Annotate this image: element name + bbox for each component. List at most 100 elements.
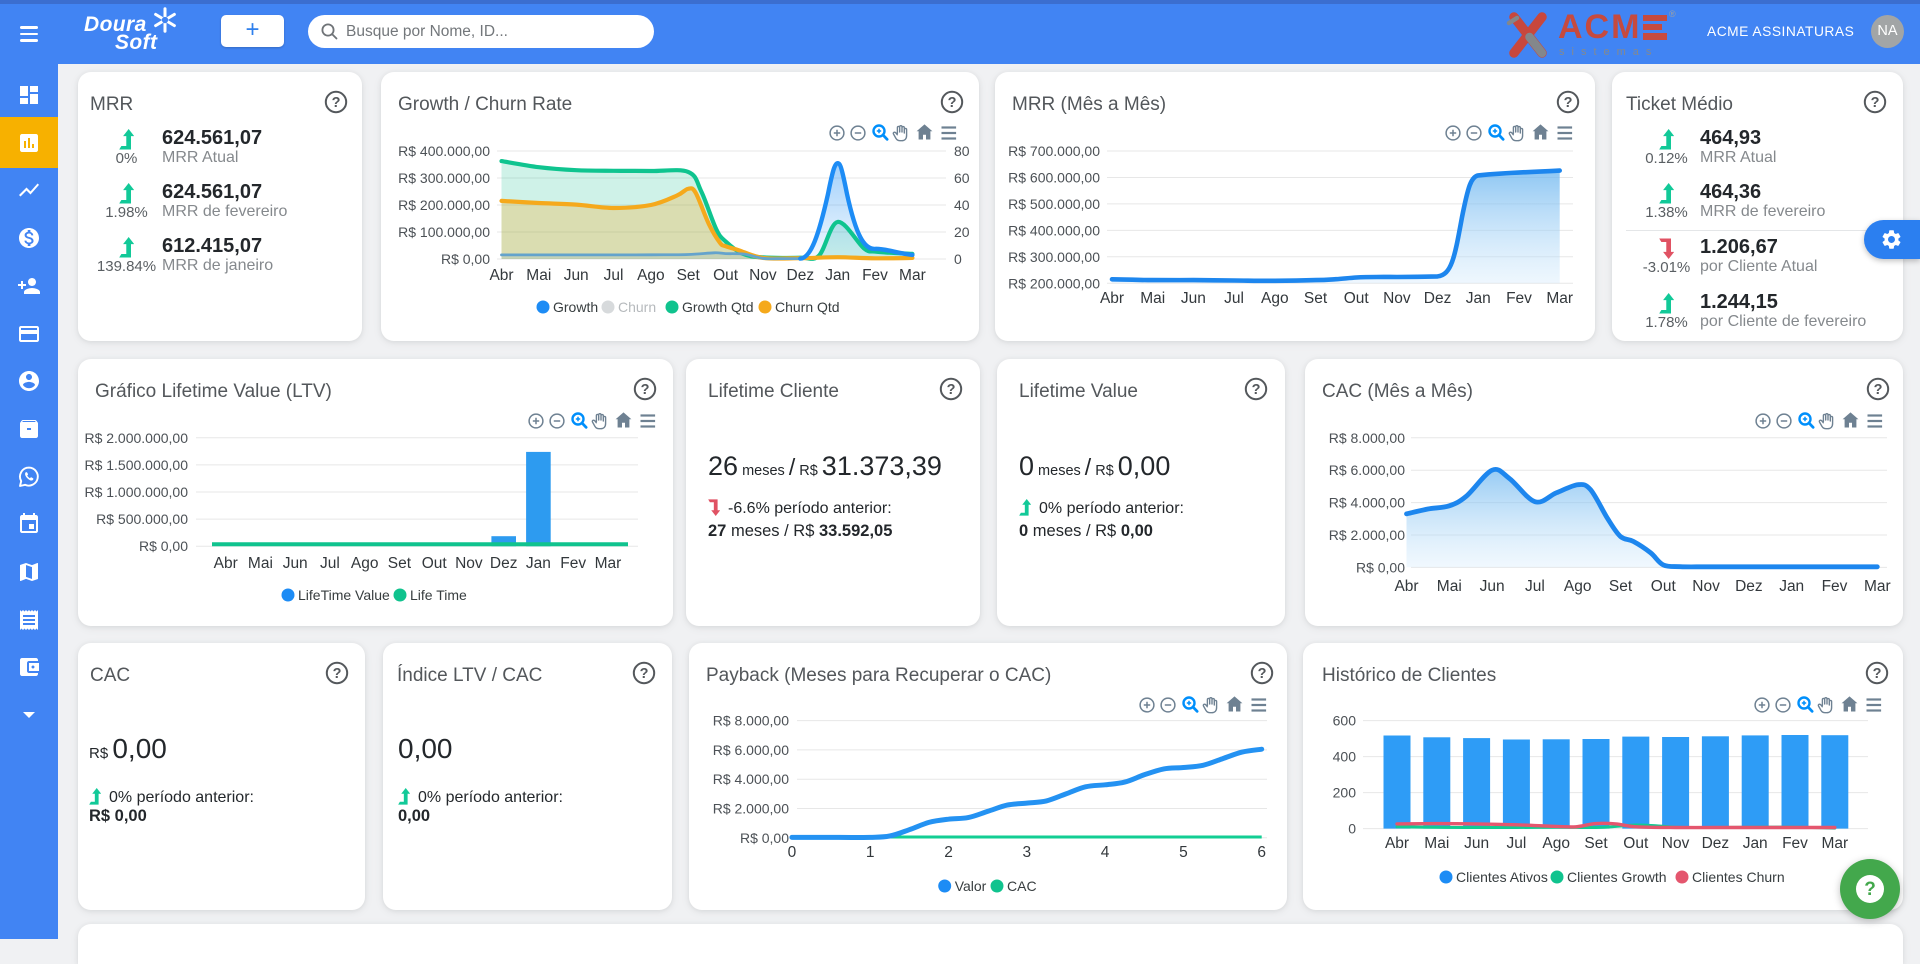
svg-text:Abr: Abr xyxy=(1385,835,1409,852)
svg-text:?: ? xyxy=(333,666,342,682)
svg-text:R$ 2.000,00: R$ 2.000,00 xyxy=(713,801,789,817)
svg-text:?: ? xyxy=(1873,666,1882,682)
svg-text:Jan: Jan xyxy=(1743,835,1768,852)
svg-text:Jul: Jul xyxy=(320,555,340,572)
svg-text:Jul: Jul xyxy=(1224,290,1244,307)
svg-text:2: 2 xyxy=(944,844,953,861)
svg-text:Clientes Ativos: Clientes Ativos xyxy=(1456,869,1548,885)
svg-text:R$ 2.000,00: R$ 2.000,00 xyxy=(1329,527,1405,543)
svg-text:?: ? xyxy=(1564,95,1573,111)
svg-text:Nov: Nov xyxy=(749,267,777,284)
svg-text:Mar: Mar xyxy=(1821,835,1848,852)
svg-text:Nov: Nov xyxy=(1662,835,1690,852)
svg-text:Mai: Mai xyxy=(1424,835,1449,852)
svg-text:Nov: Nov xyxy=(455,555,483,572)
svg-text:Fev: Fev xyxy=(1822,578,1848,595)
svg-text:6: 6 xyxy=(1257,844,1266,861)
svg-text:R$ 700.000,00: R$ 700.000,00 xyxy=(1008,143,1100,159)
svg-text:Mai: Mai xyxy=(1140,290,1165,307)
svg-text:Mar: Mar xyxy=(595,555,622,572)
svg-text:Ago: Ago xyxy=(1542,835,1570,852)
svg-text:Set: Set xyxy=(1609,578,1633,595)
svg-text:60: 60 xyxy=(954,170,970,186)
svg-text:Jul: Jul xyxy=(1506,835,1526,852)
svg-text:Jan: Jan xyxy=(526,555,551,572)
svg-text:Set: Set xyxy=(388,555,412,572)
svg-text:Jan: Jan xyxy=(825,267,850,284)
svg-text:Dez: Dez xyxy=(1424,290,1452,307)
svg-text:R$ 400.000,00: R$ 400.000,00 xyxy=(398,143,490,159)
svg-text:Mar: Mar xyxy=(1864,578,1891,595)
svg-text:R$ 400.000,00: R$ 400.000,00 xyxy=(1008,222,1100,238)
svg-text:80: 80 xyxy=(954,143,970,159)
svg-text:R$ 4.000,00: R$ 4.000,00 xyxy=(713,771,789,787)
svg-text:R$ 2.000.000,00: R$ 2.000.000,00 xyxy=(84,430,188,446)
svg-text:Mai: Mai xyxy=(526,267,551,284)
svg-text:Clientes Churn: Clientes Churn xyxy=(1692,869,1785,885)
svg-text:200: 200 xyxy=(1333,785,1357,801)
svg-text:?: ? xyxy=(1258,666,1267,682)
svg-text:Abr: Abr xyxy=(214,555,238,572)
svg-text:R$ 8.000,00: R$ 8.000,00 xyxy=(1329,430,1405,446)
svg-text:R$ 8.000,00: R$ 8.000,00 xyxy=(713,713,789,729)
svg-text:Out: Out xyxy=(1344,290,1370,307)
svg-text:Growth: Growth xyxy=(553,299,598,315)
svg-text:?: ? xyxy=(640,666,649,682)
svg-text:Jul: Jul xyxy=(604,267,624,284)
svg-text:20: 20 xyxy=(954,224,970,240)
svg-text:Set: Set xyxy=(1584,835,1608,852)
svg-text:R$ 4.000,00: R$ 4.000,00 xyxy=(1329,495,1405,511)
svg-text:Jul: Jul xyxy=(1525,578,1545,595)
svg-text:Ago: Ago xyxy=(1564,578,1592,595)
svg-text:3: 3 xyxy=(1022,844,1031,861)
svg-text:LifeTime Value: LifeTime Value xyxy=(298,587,390,603)
svg-text:Fev: Fev xyxy=(1782,835,1808,852)
svg-text:Out: Out xyxy=(422,555,448,572)
svg-text:Dez: Dez xyxy=(490,555,518,572)
svg-text:Jun: Jun xyxy=(1464,835,1489,852)
svg-text:Out: Out xyxy=(713,267,739,284)
svg-text:Nov: Nov xyxy=(1692,578,1720,595)
svg-text:Ago: Ago xyxy=(351,555,379,572)
svg-text:R$ 0,00: R$ 0,00 xyxy=(1356,559,1405,575)
svg-text:R$ 500.000,00: R$ 500.000,00 xyxy=(1008,196,1100,212)
svg-text:Set: Set xyxy=(1304,290,1328,307)
svg-text:5: 5 xyxy=(1179,844,1188,861)
svg-text:Abr: Abr xyxy=(1100,290,1124,307)
svg-text:400: 400 xyxy=(1333,749,1357,765)
svg-text:?: ? xyxy=(1252,382,1261,398)
svg-text:1: 1 xyxy=(866,844,875,861)
svg-text:Jan: Jan xyxy=(1779,578,1804,595)
svg-text:Life Time: Life Time xyxy=(410,587,467,603)
svg-text:40: 40 xyxy=(954,197,970,213)
svg-text:CAC: CAC xyxy=(1007,878,1037,894)
svg-text:Nov: Nov xyxy=(1383,290,1411,307)
svg-text:Mar: Mar xyxy=(1546,290,1573,307)
svg-text:?: ? xyxy=(1871,95,1880,111)
svg-text:Mai: Mai xyxy=(248,555,273,572)
svg-text:Jun: Jun xyxy=(1181,290,1206,307)
svg-text:R$ 100.000,00: R$ 100.000,00 xyxy=(398,224,490,240)
svg-text:Mar: Mar xyxy=(899,267,926,284)
svg-text:R$ 6.000,00: R$ 6.000,00 xyxy=(713,742,789,758)
svg-text:0: 0 xyxy=(954,251,962,267)
svg-text:Dez: Dez xyxy=(787,267,815,284)
svg-text:Dez: Dez xyxy=(1702,835,1730,852)
svg-text:Churn Qtd: Churn Qtd xyxy=(775,299,840,315)
svg-text:R$ 1.500.000,00: R$ 1.500.000,00 xyxy=(84,457,188,473)
svg-text:600: 600 xyxy=(1333,713,1357,729)
svg-text:Valor: Valor xyxy=(955,878,987,894)
svg-text:R$ 200.000,00: R$ 200.000,00 xyxy=(1008,275,1100,291)
svg-text:0: 0 xyxy=(788,844,797,861)
svg-text:R$ 0,00: R$ 0,00 xyxy=(139,538,188,554)
svg-text:Jun: Jun xyxy=(283,555,308,572)
svg-text:Ago: Ago xyxy=(637,267,665,284)
svg-text:R$ 1.000.000,00: R$ 1.000.000,00 xyxy=(84,484,188,500)
svg-text:Jan: Jan xyxy=(1466,290,1491,307)
svg-text:Growth Qtd: Growth Qtd xyxy=(682,299,754,315)
svg-text:4: 4 xyxy=(1101,844,1110,861)
svg-text:R$ 6.000,00: R$ 6.000,00 xyxy=(1329,462,1405,478)
svg-text:Dez: Dez xyxy=(1735,578,1763,595)
svg-text:Abr: Abr xyxy=(1394,578,1418,595)
svg-text:Abr: Abr xyxy=(489,267,513,284)
